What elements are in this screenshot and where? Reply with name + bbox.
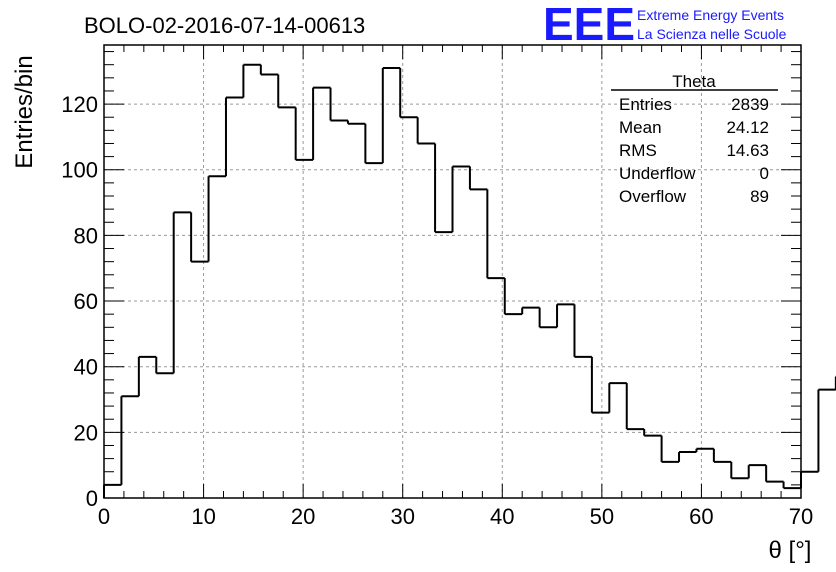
stats-label-mean: Mean — [619, 118, 662, 137]
stats-label-underflow: Underflow — [619, 164, 696, 183]
x-tick-label: 30 — [390, 504, 414, 529]
stats-value-entries: 2839 — [731, 95, 769, 114]
y-tick-label: 0 — [86, 486, 98, 511]
x-tick-label: 70 — [789, 504, 813, 529]
stats-box: Theta Entries 2839 Mean 24.12 RMS 14.63 … — [611, 72, 778, 206]
stats-label-overflow: Overflow — [619, 187, 687, 206]
chart-title: BOLO-02-2016-07-14-00613 — [84, 13, 365, 38]
x-tick-label: 0 — [98, 504, 110, 529]
x-tick-label: 60 — [689, 504, 713, 529]
x-tick-label: 50 — [590, 504, 614, 529]
eee-logo-mark: EEE — [543, 0, 635, 50]
eee-logo-line2: La Scienza nelle Scuole — [637, 26, 787, 42]
stats-label-rms: RMS — [619, 141, 657, 160]
histogram — [103, 63, 836, 498]
y-tick-label: 20 — [74, 420, 98, 445]
y-tick-label: 40 — [74, 355, 98, 380]
axes — [103, 44, 802, 499]
stats-value-overflow: 89 — [750, 187, 769, 206]
x-tick-label: 40 — [490, 504, 514, 529]
y-tick-label: 80 — [74, 223, 98, 248]
eee-logo-line1: Extreme Energy Events — [637, 7, 784, 23]
y-tick-label: 120 — [61, 92, 98, 117]
x-axis-label: θ [°] — [769, 537, 812, 564]
stats-value-rms: 14.63 — [726, 141, 769, 160]
stats-box-title: Theta — [672, 72, 716, 91]
x-tick-label: 10 — [191, 504, 215, 529]
stats-value-underflow: 0 — [760, 164, 769, 183]
tick-labels: 0 10 20 30 40 50 60 70 0 20 40 60 80 100 120 — [61, 92, 813, 529]
y-tick-label: 60 — [74, 289, 98, 314]
plot-frame — [103, 44, 802, 499]
x-tick-label: 20 — [291, 504, 315, 529]
stats-label-entries: Entries — [619, 95, 672, 114]
eee-logo: EEE Extreme Energy Events La Scienza nel… — [543, 0, 787, 50]
y-axis-label: Entries/bin — [11, 55, 38, 168]
stats-value-mean: 24.12 — [726, 118, 769, 137]
y-tick-label: 100 — [61, 158, 98, 183]
